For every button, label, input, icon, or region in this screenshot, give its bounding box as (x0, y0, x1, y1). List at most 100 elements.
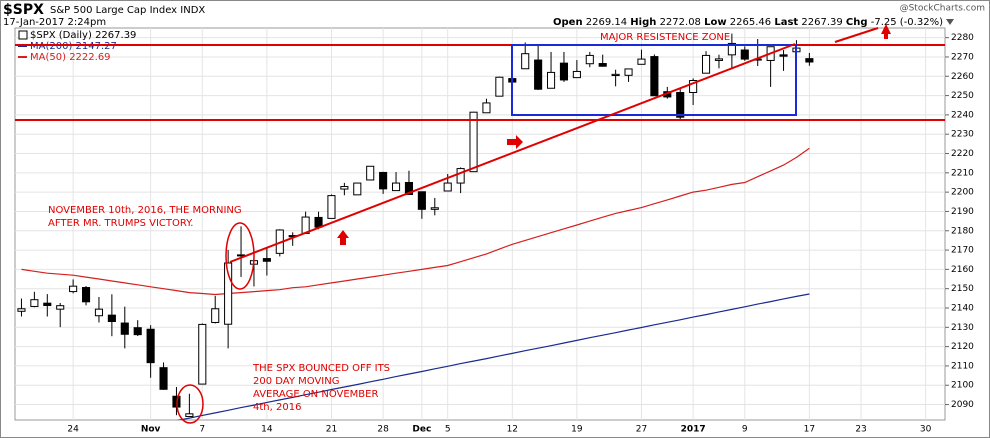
candle-body (262, 258, 271, 262)
legend-value: 2222.69 (69, 52, 110, 63)
candle-body (714, 58, 724, 61)
y-tick-label: 2150 (951, 284, 974, 294)
y-tick-label: 2130 (951, 323, 974, 333)
legend-label: MA(50) (30, 52, 66, 63)
x-tick-label: 23 (855, 425, 866, 435)
candle-body (43, 302, 52, 306)
moving-average-line (176, 293, 810, 420)
candle-body (56, 305, 65, 310)
candle-body (417, 191, 426, 210)
x-tick-label: 9 (742, 425, 748, 435)
y-tick-label: 2190 (951, 207, 974, 217)
candle-body (159, 367, 168, 390)
y-tick-label: 2240 (951, 110, 974, 120)
candle-body (559, 62, 569, 81)
y-tick-label: 2170 (951, 246, 974, 256)
legend-label: MA(200) (30, 41, 72, 52)
x-tick-label: 30 (920, 425, 932, 435)
candle-body (443, 182, 452, 192)
legend-entry: MA(200) 2147.27 (30, 41, 117, 52)
x-tick-label: 12 (507, 425, 518, 435)
y-tick-label: 2200 (951, 188, 974, 198)
candle-body (456, 168, 465, 184)
candle-body (779, 54, 788, 57)
x-tick-label: 5 (445, 425, 451, 435)
moving-average-line (21, 147, 810, 296)
x-tick-label: Dec (412, 425, 431, 435)
candle-body (69, 285, 78, 293)
candle-body (133, 327, 142, 336)
exchange: INDX (180, 5, 205, 16)
y-tick-label: 2250 (951, 91, 974, 101)
quote-header: Open 2269.14 High 2272.08 Low 2265.46 La… (553, 17, 943, 28)
candle-body (81, 287, 91, 303)
x-tick-label: 2017 (681, 425, 706, 435)
y-tick-label: 2270 (951, 52, 974, 62)
candle-body (469, 111, 478, 173)
annotation: AVERAGE ON NOVEMBER (253, 389, 378, 400)
candle-body (482, 102, 491, 114)
candle-body (546, 71, 556, 89)
highlight-circle (225, 222, 255, 290)
y-tick-label: 2220 (951, 149, 974, 159)
candle-body (327, 195, 336, 219)
x-tick-label: 24 (67, 425, 79, 435)
candle-body (353, 182, 362, 196)
last-label: Last (774, 17, 798, 28)
low-label: Low (704, 17, 726, 28)
up-arrow (337, 230, 349, 245)
dropdown-icon[interactable] (946, 19, 954, 25)
up-arrow (881, 24, 891, 39)
high-value: 2272.08 (660, 17, 701, 28)
annotation: THE SPX BOUNCED OFF ITS (252, 363, 390, 374)
candle-body (495, 76, 504, 97)
subtitle: S&P 500 Large Cap Index (50, 5, 177, 16)
candle-body (211, 308, 220, 323)
candle-body (637, 58, 646, 65)
candle-body (366, 165, 375, 181)
plot-area (14, 27, 946, 421)
candle-body (30, 299, 39, 307)
credit: @StockCharts.com (900, 4, 985, 14)
candle-body (521, 53, 530, 70)
candle-body (805, 58, 814, 63)
x-tick-label: 27 (636, 425, 647, 435)
resistance-box (511, 44, 797, 116)
index-name: S&P 500 Large Cap Index INDX (50, 5, 205, 16)
candle-body (572, 70, 581, 79)
candle-body (701, 54, 711, 74)
candle-body (727, 42, 736, 56)
y-tick-label: 2180 (951, 226, 974, 236)
chg-label: Chg (846, 17, 868, 28)
candle-body (676, 91, 685, 118)
candle-body (94, 308, 104, 317)
candle-body (120, 322, 129, 335)
candle-body (198, 323, 207, 385)
candle-body (624, 68, 633, 76)
high-label: High (630, 17, 656, 28)
y-tick-label: 2260 (951, 72, 974, 82)
right-arrow (507, 135, 523, 149)
x-tick-label: 14 (261, 425, 273, 435)
chg-value: -7.25 (-0.32%) (871, 17, 943, 28)
x-tick-label: 28 (377, 425, 389, 435)
candle-body (185, 413, 194, 418)
y-tick-label: 2160 (951, 265, 974, 275)
annotation: 200 DAY MOVING (253, 376, 339, 387)
candle-body (146, 328, 155, 364)
y-tick-label: 2230 (951, 130, 974, 140)
last-value: 2267.39 (801, 17, 842, 28)
candle-body (340, 186, 349, 190)
legend-value: 2267.39 (95, 30, 136, 41)
candle-body (585, 54, 594, 65)
candle-body (430, 207, 439, 210)
symbol: $SPX (3, 2, 44, 18)
legend-swatch (18, 30, 28, 40)
candle-body (404, 181, 414, 195)
candle-body (611, 73, 620, 77)
legend-price: $SPX (Daily) 2267.39 (30, 30, 136, 41)
legend-value: 2147.27 (76, 41, 117, 52)
candle-body (107, 314, 116, 323)
candle-body (650, 56, 659, 97)
